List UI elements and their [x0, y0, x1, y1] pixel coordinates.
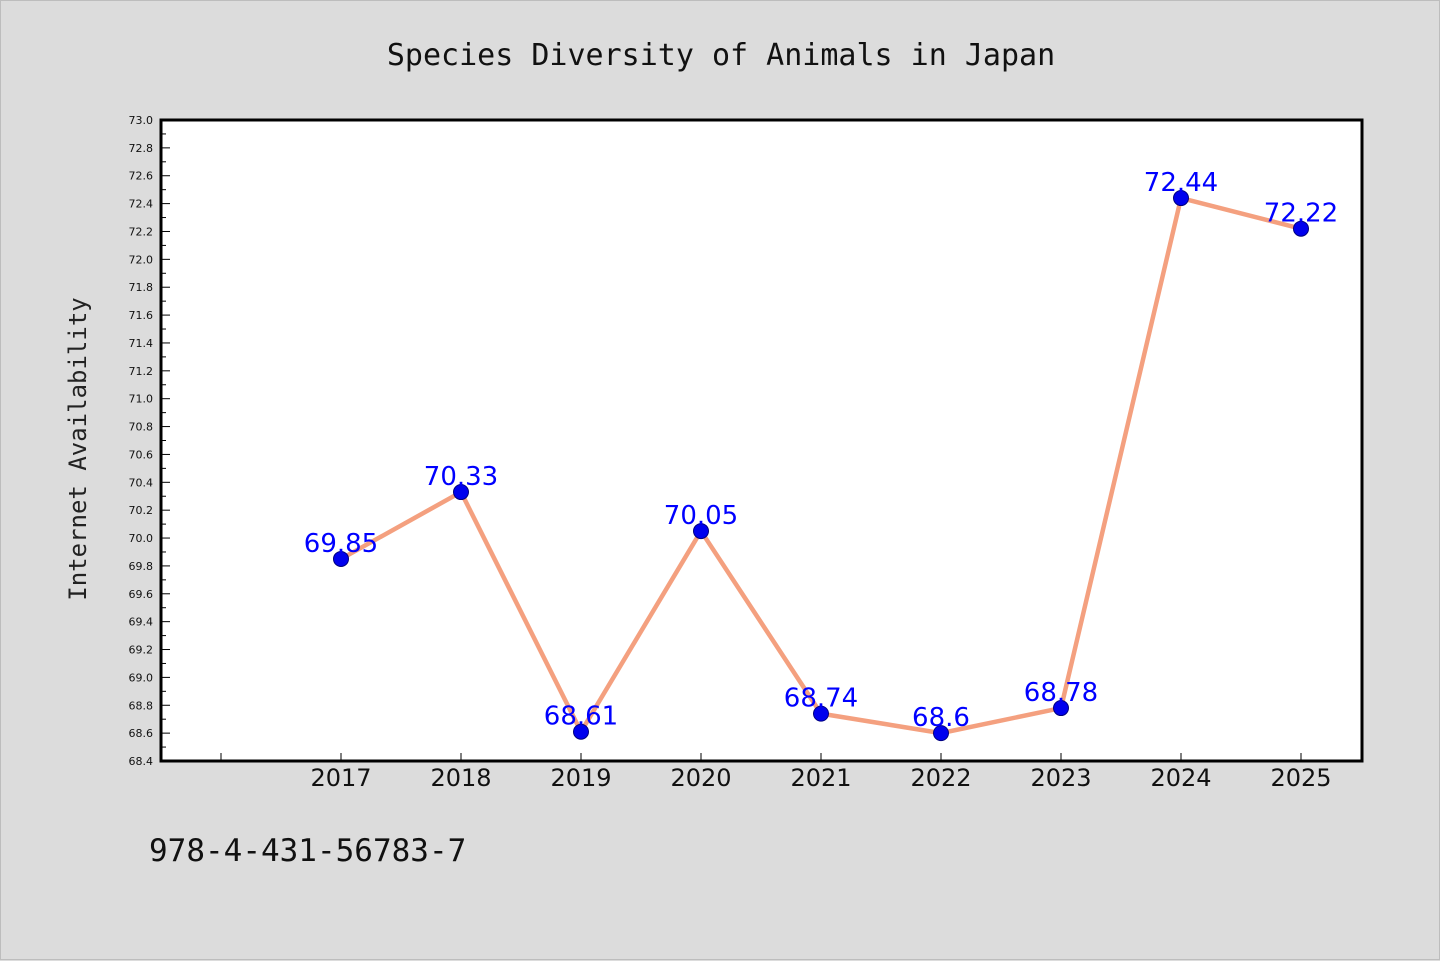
y-tick-label: 68.8 [129, 699, 154, 712]
x-tick-label: 2023 [1030, 764, 1091, 792]
y-tick-label: 73.0 [129, 114, 154, 127]
data-label: 68.6 [912, 703, 970, 733]
y-tick-label: 70.2 [129, 504, 154, 517]
data-label: 70.05 [664, 501, 738, 531]
y-tick-label: 70.4 [129, 476, 154, 489]
data-point [1173, 190, 1189, 207]
data-label: 70.33 [424, 462, 498, 492]
y-tick-label: 69.8 [129, 560, 154, 573]
data-point [453, 484, 469, 501]
data-label: 68.78 [1024, 678, 1098, 708]
data-label: 69.85 [304, 529, 378, 559]
data-point [1293, 220, 1309, 237]
x-tick-label: 2019 [550, 764, 611, 792]
data-label: 68.61 [544, 702, 618, 732]
x-tick-label: 2021 [790, 764, 851, 792]
y-tick-label: 68.6 [129, 727, 154, 740]
x-tick-label: 2017 [310, 764, 371, 792]
data-point [693, 523, 709, 540]
y-tick-label: 71.4 [129, 337, 154, 350]
x-axis-ticks: 2017 2018 2019 2020 2021 2022 2023 2024 2025 [220, 753, 1332, 792]
x-tick-label: 2025 [1270, 764, 1331, 792]
plot-area [159, 118, 1364, 763]
y-tick-label: 71.0 [129, 393, 154, 406]
y-tick-label: 69.4 [129, 616, 154, 629]
y-tick-label: 72.2 [129, 225, 154, 238]
y-tick-label: 69.6 [129, 588, 154, 601]
y-tick-label: 70.6 [129, 448, 154, 461]
isbn-code: 978-4-431-56783-7 [149, 833, 467, 869]
data-label: 68.74 [784, 684, 858, 714]
y-axis-label: Internet Availability [64, 297, 92, 600]
y-tick-label: 72.8 [129, 142, 154, 155]
y-tick-label: 71.8 [129, 281, 154, 294]
y-tick-label: 72.4 [129, 198, 154, 211]
y-axis-ticks: 68.4 68.6 68.8 69.0 69.2 69.4 69.6 69.8 70.0 70.2… [129, 114, 170, 768]
data-labels: 69.85 70.33 68.61 70.05 68.74 68.6 68.78 72.44 7… [304, 168, 1338, 733]
y-tick-label: 69.2 [129, 644, 154, 657]
data-point [573, 723, 589, 740]
data-point [333, 550, 349, 567]
data-label: 72.44 [1144, 168, 1218, 198]
y-tick-label: 71.6 [129, 309, 154, 322]
data-point [1053, 700, 1069, 717]
x-tick-label: 2018 [430, 764, 491, 792]
x-tick-label: 2020 [670, 764, 731, 792]
y-tick-label: 68.4 [129, 755, 154, 768]
data-point [813, 705, 829, 722]
data-point [933, 725, 949, 742]
y-tick-label: 71.2 [129, 365, 154, 378]
chart-title: Species Diversity of Animals in Japan [387, 38, 1055, 73]
series-layer [333, 190, 1309, 742]
x-tick-label: 2022 [910, 764, 971, 792]
y-tick-label: 70.8 [129, 421, 154, 434]
data-label: 72.22 [1264, 199, 1338, 229]
y-tick-label: 70.0 [129, 532, 154, 545]
y-tick-label: 72.0 [129, 253, 154, 266]
y-tick-label: 72.6 [129, 170, 154, 183]
x-tick-label: 2024 [1150, 764, 1211, 792]
y-tick-label: 69.0 [129, 671, 154, 684]
